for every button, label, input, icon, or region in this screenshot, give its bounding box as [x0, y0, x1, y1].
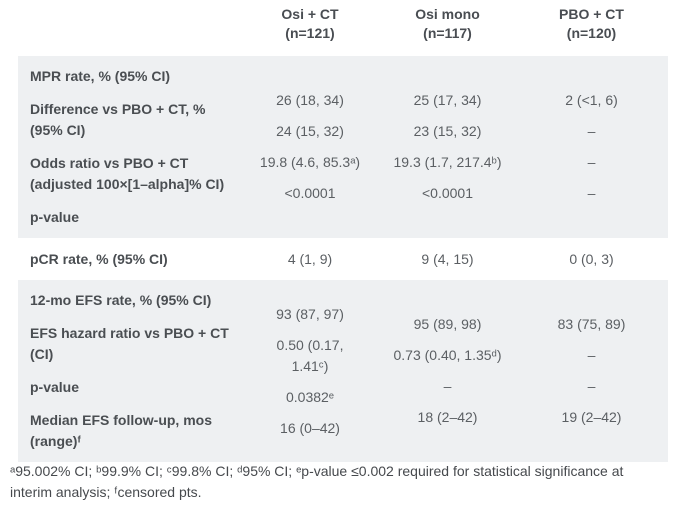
row-label-efs-follow-up: Median EFS follow-up, mos (range)ᶠ — [30, 412, 212, 449]
efs-values-osi-mono: 95 (89, 98) 0.73 (0.40, 1.35ᵈ) – 18 (2–4… — [380, 280, 515, 462]
cell-value: – — [587, 185, 596, 201]
table-footnote: ᵃ95.002% CI; ᵇ99.9% CI; ᶜ99.8% CI; ᵈ95% … — [10, 463, 624, 500]
row-label-mpr-odds-ratio: Odds ratio vs PBO + CT (adjusted 100×[1–… — [30, 155, 225, 192]
efs-values-osi-ct: 93 (87, 97) 0.50 (0.17, 1.41ᶜ) 0.0382ᵉ 1… — [240, 280, 380, 462]
cell-value: – — [587, 378, 596, 394]
cell-value: 0 (0, 3) — [569, 251, 614, 267]
efs-values-pbo-ct: 83 (75, 89) – – 19 (2–42) — [515, 280, 668, 462]
row-label-efs-p-value: p-value — [30, 379, 80, 395]
cell-value: 18 (2–42) — [417, 409, 478, 425]
section-efs-labels: 12-mo EFS rate, % (95% CI) EFS hazard ra… — [18, 280, 240, 462]
cell-value: 19 (2–42) — [561, 409, 622, 425]
cell-value: – — [443, 378, 452, 394]
cell-value: <0.0001 — [422, 185, 473, 201]
cell-value: 93 (87, 97) — [276, 305, 344, 322]
cell-value: 25 (17, 34) — [413, 92, 482, 108]
row-label-pcr-rate: pCR rate, % (95% CI) — [30, 251, 168, 267]
cell-value: 95 (89, 98) — [413, 316, 482, 332]
cell-value: 2 (<1, 6) — [565, 92, 618, 108]
cell-value: 16 (0–42) — [280, 419, 340, 436]
mpr-values-osi-mono: 25 (17, 34) 23 (15, 32) 19.3 (1.7, 217.4… — [380, 56, 515, 238]
column-header-osi-mono: Osi mono (n=117) — [380, 5, 515, 43]
cell-value: 0.50 (0.17, 1.41ᶜ) — [276, 336, 344, 374]
section-mpr-labels: MPR rate, % (95% CI) Difference vs PBO +… — [18, 56, 240, 238]
column-header-line2: (n=121) — [285, 25, 335, 41]
row-label-mpr-rate: MPR rate, % (95% CI) — [30, 68, 171, 84]
column-header-line1: Osi mono — [415, 6, 480, 22]
table-header-row: Osi + CT (n=121) Osi mono (n=117) PBO + … — [18, 0, 668, 43]
results-table: Osi + CT (n=121) Osi mono (n=117) PBO + … — [18, 0, 668, 462]
mpr-values-pbo-ct: 2 (<1, 6) – – – — [515, 56, 668, 238]
cell-value: <0.0001 — [284, 185, 336, 201]
mpr-values-osi-ct: 26 (18, 34) 24 (15, 32) 19.8 (4.6, 85.3ᵃ… — [240, 56, 380, 238]
cell-value: 19.8 (4.6, 85.3ᵃ) — [259, 154, 361, 170]
cell-value: 83 (75, 89) — [557, 316, 626, 332]
cell-value: 26 (18, 34) — [276, 92, 344, 108]
cell-value: 24 (15, 32) — [276, 123, 344, 139]
row-label-efs-hazard-ratio: EFS hazard ratio vs PBO + CT (CI) — [30, 325, 229, 362]
cell-value: – — [587, 123, 596, 139]
column-header-line1: Osi + CT — [281, 6, 339, 22]
row-label-mpr-p-value: p-value — [30, 209, 80, 225]
cell-value: – — [587, 347, 596, 363]
cell-value: 0.73 (0.40, 1.35ᵈ) — [393, 347, 502, 363]
row-label-mpr-difference: Difference vs PBO + CT, % (95% CI) — [30, 101, 206, 138]
row-pcr: pCR rate, % (95% CI) 4 (1, 9) 9 (4, 15) … — [18, 238, 668, 280]
cell-value: 19.3 (1.7, 217.4ᵇ) — [393, 154, 502, 170]
column-header-osi-ct: Osi + CT (n=121) — [240, 5, 380, 43]
section-mpr: MPR rate, % (95% CI) Difference vs PBO +… — [18, 56, 668, 238]
cell-value: – — [587, 154, 596, 170]
row-label-efs-rate: 12-mo EFS rate, % (95% CI) — [30, 292, 212, 308]
column-header-line2: (n=120) — [566, 25, 617, 41]
section-efs: 12-mo EFS rate, % (95% CI) EFS hazard ra… — [18, 280, 668, 462]
column-header-line1: PBO + CT — [559, 6, 624, 22]
header-spacer — [18, 5, 240, 43]
column-header-pbo-ct: PBO + CT (n=120) — [515, 5, 668, 43]
cell-value: 23 (15, 32) — [413, 123, 482, 139]
cell-value: 9 (4, 15) — [421, 251, 474, 267]
column-header-line2: (n=117) — [423, 25, 472, 41]
cell-value: 0.0382ᵉ — [285, 388, 335, 405]
cell-value: 4 (1, 9) — [287, 251, 333, 267]
